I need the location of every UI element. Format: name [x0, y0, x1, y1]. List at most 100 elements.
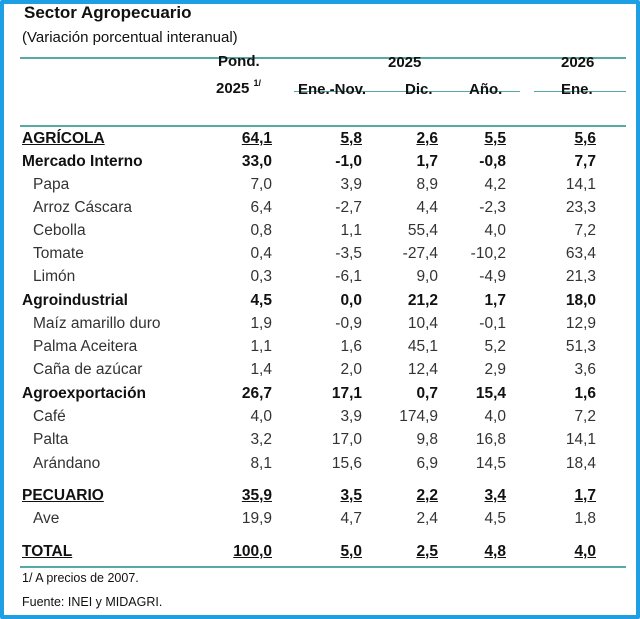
pond-note: 1/ [253, 78, 262, 88]
row-value: 26,7 [241, 385, 272, 402]
row-value: 2,4 [416, 510, 438, 527]
row-value: 8,1 [250, 455, 272, 472]
row-value: 7,7 [574, 153, 596, 170]
row-value: -3,5 [335, 245, 362, 262]
table-row: Caña de azúcar 1,4 2,0 12,4 2,9 3,6 [0, 361, 640, 383]
row-value: 5,0 [340, 543, 362, 560]
rule-2026 [534, 91, 626, 92]
row-value: 3,2 [250, 431, 272, 448]
row-value: 64,1 [241, 130, 272, 147]
row-value: 18,0 [565, 292, 596, 309]
row-value: 1,7 [574, 487, 596, 504]
row-value: 1,9 [250, 315, 272, 332]
row-label: Cebolla [33, 222, 86, 239]
row-value: 51,3 [565, 338, 596, 355]
row-label: Tomate [33, 245, 84, 262]
row-value: 15,6 [331, 455, 362, 472]
row-value: 1,7 [484, 292, 506, 309]
table-row: Cebolla 0,8 1,1 55,4 4,0 7,2 [0, 222, 640, 244]
row-value: 4,7 [340, 510, 362, 527]
row-value: 5,5 [484, 130, 506, 147]
row-value: 7,0 [250, 176, 272, 193]
row-value: 4,8 [484, 543, 506, 560]
row-value: -0,8 [479, 153, 506, 170]
row-value: -0,1 [479, 315, 506, 332]
row-value: 4,4 [416, 199, 438, 216]
row-label: Agroexportación [22, 385, 147, 402]
table-row: TOTAL 100,0 5,0 2,5 4,8 4,0 [0, 543, 640, 565]
row-value: 5,2 [484, 338, 506, 355]
row-value: 21,2 [407, 292, 438, 309]
table-row: Ave 19,9 4,7 2,4 4,5 1,8 [0, 510, 640, 532]
table-row: PECUARIO 35,9 3,5 2,2 3,4 1,7 [0, 487, 640, 509]
row-value: 1,8 [574, 510, 596, 527]
footnote: 1/ A precios de 2007. [22, 571, 139, 585]
row-label: Papa [33, 176, 70, 193]
row-label: Limón [33, 268, 76, 285]
row-label: TOTAL [22, 543, 73, 560]
row-value: 3,9 [340, 176, 362, 193]
row-value: 2,5 [416, 543, 438, 560]
header-year-2025: 2025 [388, 54, 422, 71]
row-value: 4,0 [250, 408, 272, 425]
table-row: Palma Aceitera 1,1 1,6 45,1 5,2 51,3 [0, 338, 640, 360]
source-note: Fuente: INEI y MIDAGRI. [22, 595, 163, 609]
row-value: 100,0 [233, 543, 272, 560]
row-value: -2,3 [479, 199, 506, 216]
top-rule [20, 57, 626, 59]
row-value: 8,9 [416, 176, 438, 193]
row-value: -6,1 [335, 268, 362, 285]
table-title: Sector Agropecuario [24, 3, 192, 22]
row-value: 15,4 [475, 385, 506, 402]
row-value: 1,4 [250, 361, 272, 378]
row-value: 2,2 [416, 487, 438, 504]
row-value: 33,0 [241, 153, 272, 170]
table-row: Mercado Interno 33,0 -1,0 1,7 -0,8 7,7 [0, 153, 640, 175]
row-value: 0,7 [416, 385, 438, 402]
row-value: 2,9 [484, 361, 506, 378]
row-value: -4,9 [479, 268, 506, 285]
row-label: Agroindustrial [22, 292, 128, 309]
row-label: Maíz amarillo duro [33, 315, 161, 332]
row-value: 5,6 [574, 130, 596, 147]
row-value: 7,2 [574, 222, 596, 239]
row-value: 0,0 [340, 292, 362, 309]
row-value: 12,4 [407, 361, 438, 378]
row-value: 174,9 [399, 408, 438, 425]
rule-2025 [294, 91, 520, 92]
row-value: 1,1 [250, 338, 272, 355]
row-label: Arándano [33, 455, 101, 472]
row-value: 14,5 [475, 455, 506, 472]
row-label: Palma Aceitera [33, 338, 138, 355]
table-row: Café 4,0 3,9 174,9 4,0 7,2 [0, 408, 640, 430]
table-row: Tomate 0,4 -3,5 -27,4 -10,2 63,4 [0, 245, 640, 267]
row-value: 0,3 [250, 268, 272, 285]
row-value: 14,1 [565, 176, 596, 193]
row-label: Caña de azúcar [33, 361, 143, 378]
row-value: 1,6 [574, 385, 596, 402]
row-value: -10,2 [470, 245, 506, 262]
row-value: 3,5 [340, 487, 362, 504]
row-value: 14,1 [565, 431, 596, 448]
row-label: Mercado Interno [22, 153, 143, 170]
row-value: 7,2 [574, 408, 596, 425]
row-label: Palta [33, 431, 69, 448]
row-value: 4,0 [484, 408, 506, 425]
row-label: Ave [33, 510, 60, 527]
row-label: Arroz Cáscara [33, 199, 133, 216]
table-row: Agroindustrial 4,5 0,0 21,2 1,7 18,0 [0, 292, 640, 314]
row-value: 17,0 [331, 431, 362, 448]
row-value: 4,0 [574, 543, 596, 560]
row-value: 1,1 [340, 222, 362, 239]
header-pond-year: 2025 1/ [216, 78, 262, 97]
row-value: 3,6 [574, 361, 596, 378]
table-row: Papa 7,0 3,9 8,9 4,2 14,1 [0, 176, 640, 198]
table-row: AGRÍCOLA 64,1 5,8 2,6 5,5 5,6 [0, 130, 640, 152]
row-label: AGRÍCOLA [22, 130, 105, 147]
table-subtitle: (Variación porcentual interanual) [22, 29, 238, 46]
row-value: 23,3 [565, 199, 596, 216]
row-value: 9,0 [416, 268, 438, 285]
row-value: 55,4 [407, 222, 438, 239]
table-row: Maíz amarillo duro 1,9 -0,9 10,4 -0,1 12,9 [0, 315, 640, 337]
header-col-ano: Año. [469, 81, 503, 98]
